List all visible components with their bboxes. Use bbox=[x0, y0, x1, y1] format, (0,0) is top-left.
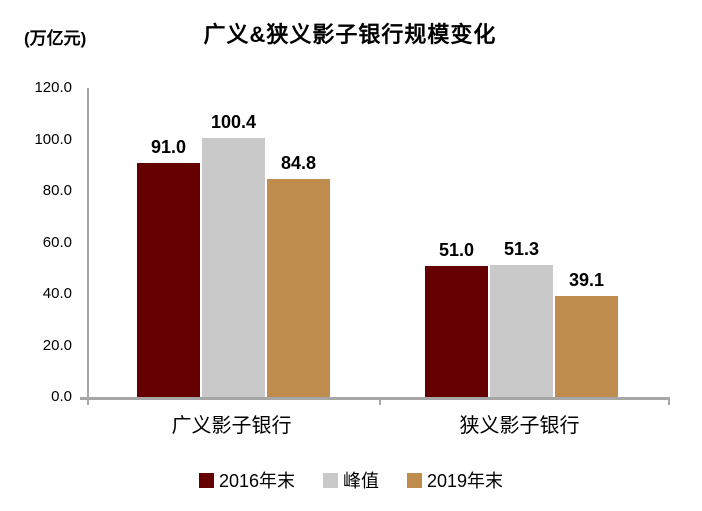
x-axis-origin-tick bbox=[80, 397, 89, 400]
y-axis-unit-label: (万亿元) bbox=[24, 29, 87, 48]
legend-swatch bbox=[407, 472, 422, 488]
y-axis-tick-label: 60.0 bbox=[42, 233, 72, 251]
y-axis: 120.0 100.0 80.0 60.0 40.0 20.0 0.0 bbox=[0, 79, 72, 405]
x-axis-category-label: 狭义影子银行 bbox=[459, 415, 580, 437]
legend-label: 峰值 bbox=[343, 471, 379, 491]
bar bbox=[202, 138, 265, 397]
legend-item: 2016年末 bbox=[198, 467, 295, 493]
x-axis-tick bbox=[87, 400, 89, 405]
bar bbox=[267, 179, 330, 397]
y-axis-tick-label: 80.0 bbox=[42, 182, 72, 199]
plot-area: 91.0 100.4 84.8 51.0 51.3 39.1 bbox=[80, 88, 670, 405]
bar-value-label: 51.3 bbox=[503, 239, 540, 259]
y-axis-tick-label: 100.0 bbox=[34, 130, 72, 148]
y-axis-tick-label: 20.0 bbox=[42, 336, 72, 354]
y-axis-tick-label: 40.0 bbox=[42, 285, 72, 302]
y-axis-tick-label: 0.0 bbox=[51, 388, 72, 405]
y-axis-tick-label: 120.0 bbox=[34, 79, 72, 96]
bar bbox=[425, 266, 488, 397]
legend-item: 2019年末 bbox=[407, 467, 503, 493]
bar bbox=[555, 296, 618, 397]
bar-value-label: 39.1 bbox=[568, 270, 605, 290]
legend-label: 2019年末 bbox=[427, 471, 504, 491]
x-axis-tick bbox=[668, 400, 670, 405]
x-axis-tick bbox=[379, 400, 381, 405]
bar bbox=[490, 265, 553, 397]
legend-swatch bbox=[323, 472, 338, 488]
bar-value-label: 84.8 bbox=[280, 153, 317, 173]
legend-label: 2016年末 bbox=[218, 471, 295, 491]
bar-value-label: 100.4 bbox=[210, 112, 257, 132]
x-axis-category-label: 广义影子银行 bbox=[171, 415, 292, 437]
legend-item: 峰值 bbox=[323, 467, 379, 493]
chart-title: 广义&狭义影子银行规模变化 bbox=[203, 22, 497, 47]
bar bbox=[137, 163, 200, 397]
legend: 2016年末 峰值 2019年末 bbox=[0, 467, 702, 493]
legend-swatch bbox=[198, 472, 214, 488]
bar-value-label: 51.0 bbox=[438, 240, 475, 260]
bar-value-label: 91.0 bbox=[150, 137, 187, 157]
